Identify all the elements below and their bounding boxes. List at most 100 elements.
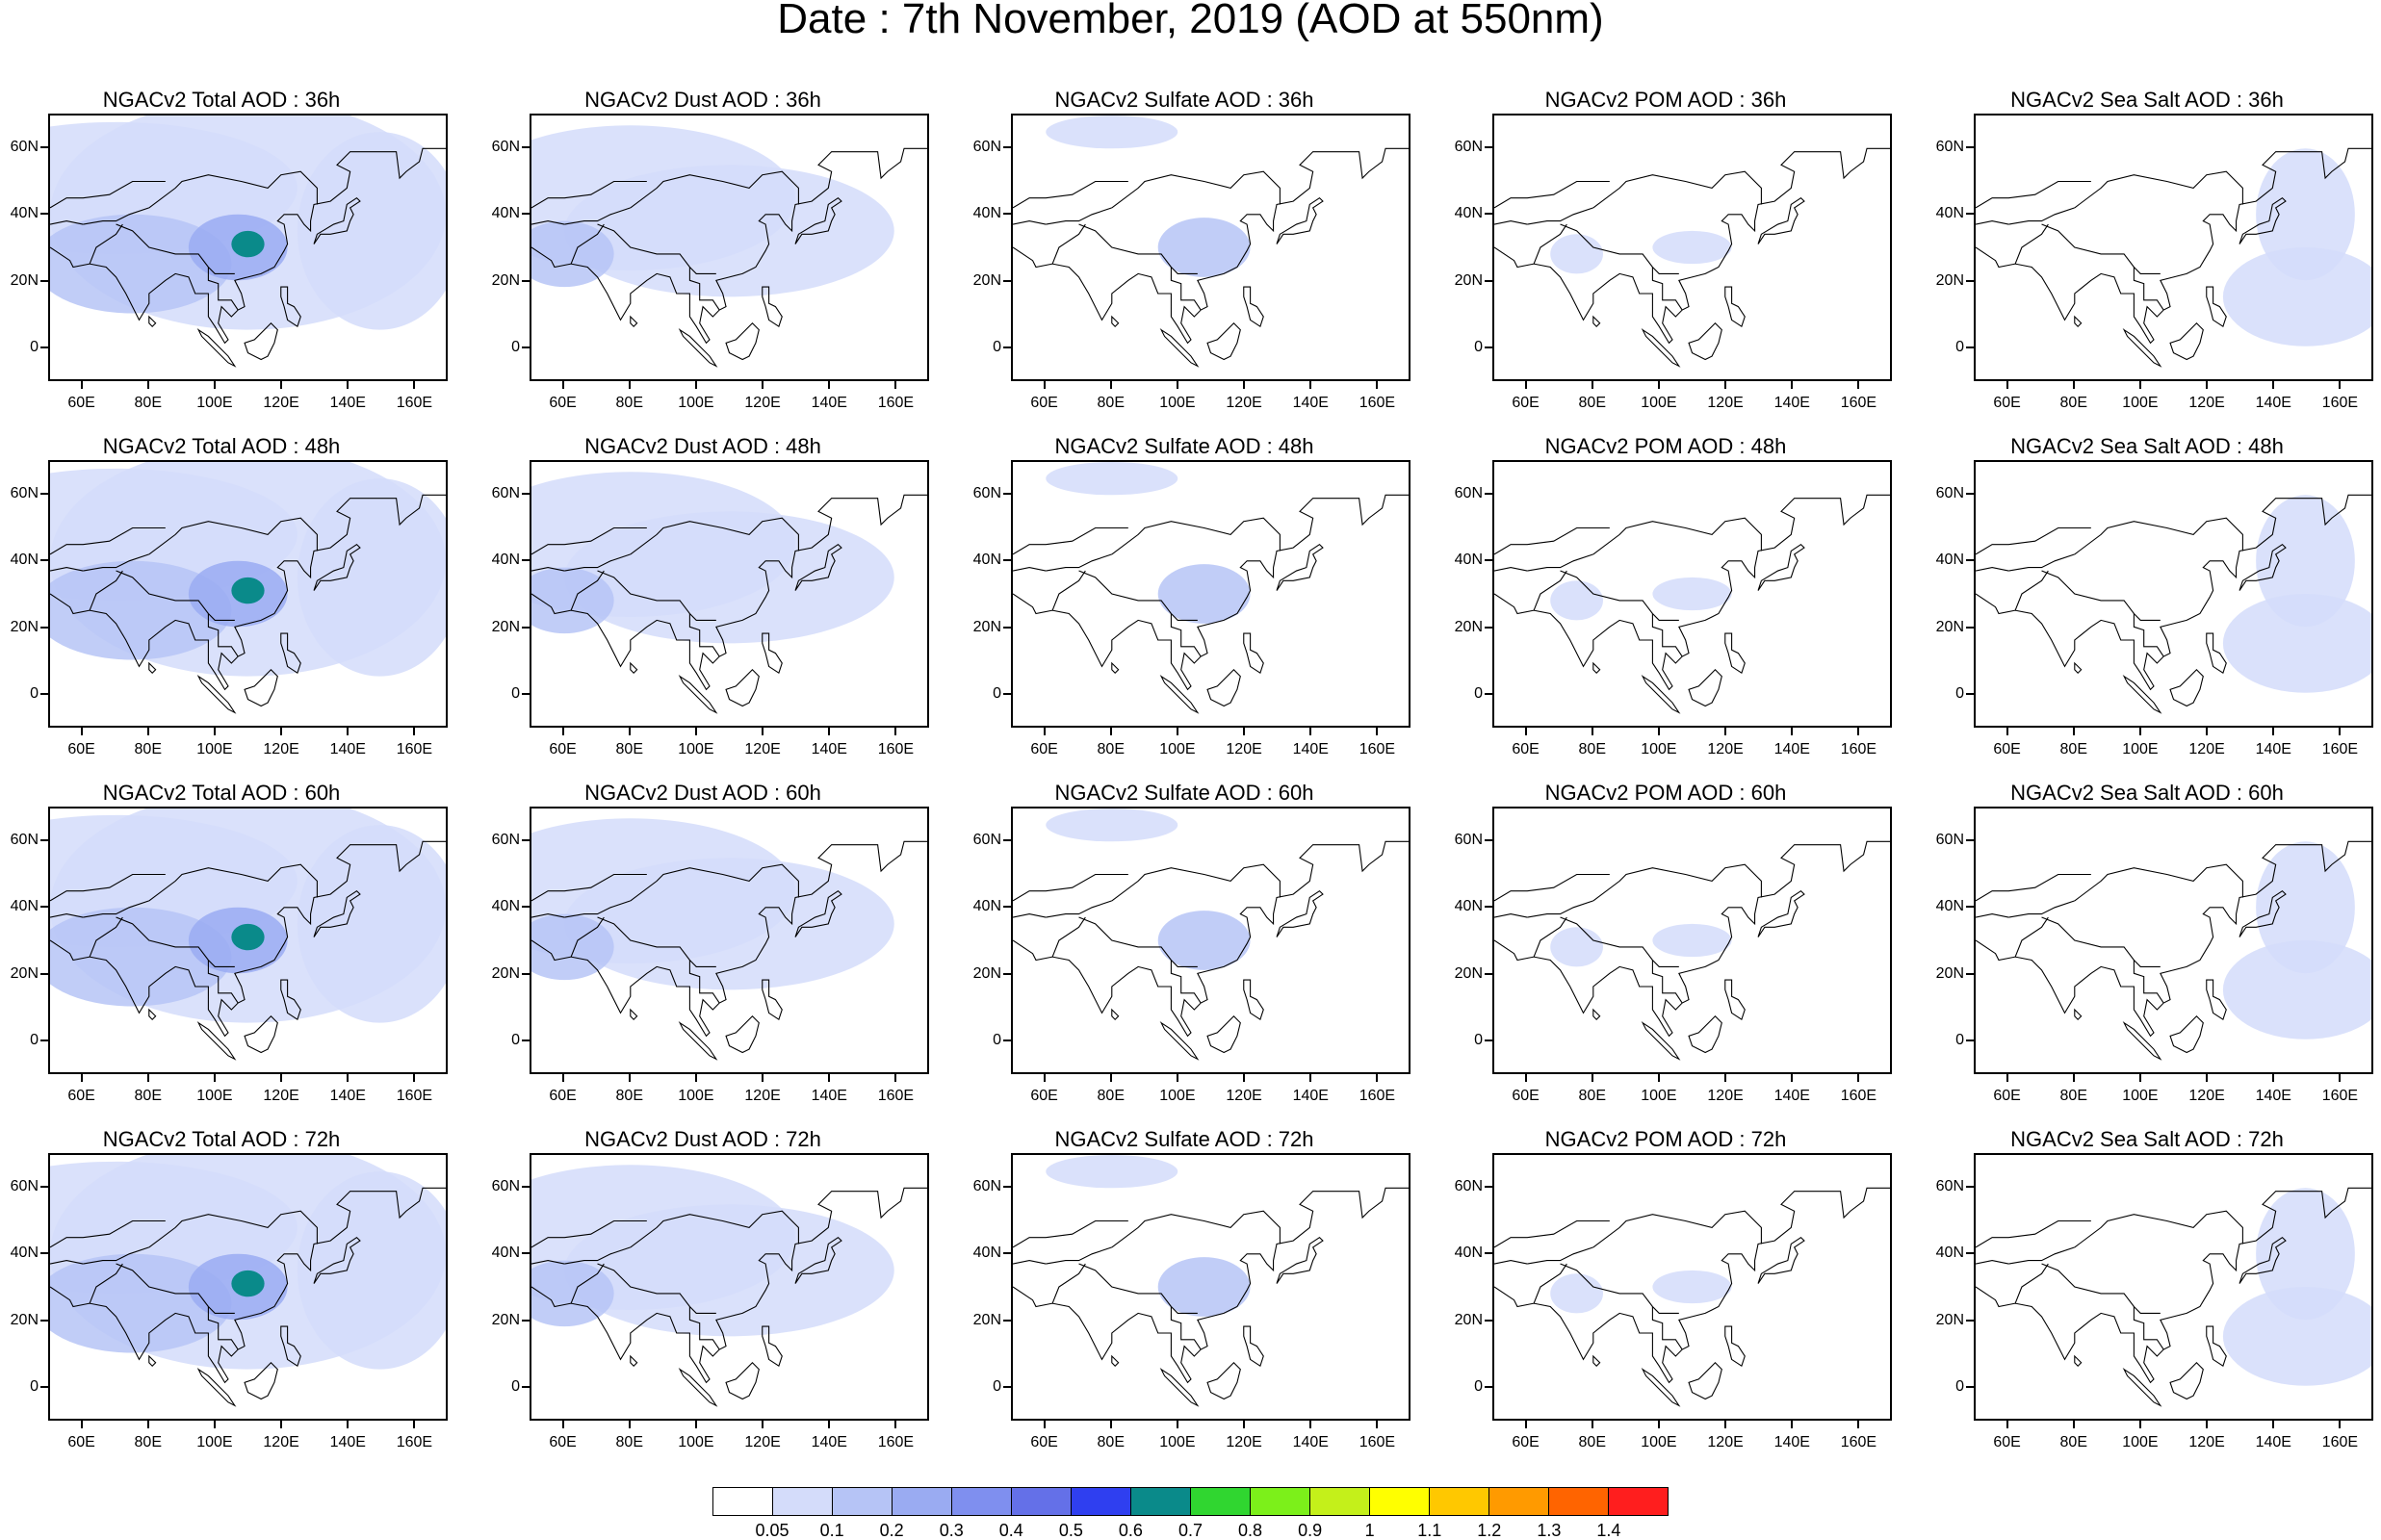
island-outline — [1724, 286, 1746, 328]
country-border — [531, 220, 565, 225]
coastline — [531, 147, 927, 345]
x-tick-mark — [1176, 1074, 1178, 1082]
panel-title: NGACv2 Total AOD : 36h — [102, 88, 341, 112]
aod-shading-region — [2222, 247, 2371, 346]
x-tick-mark — [1309, 1421, 1312, 1428]
coastline — [1494, 840, 1890, 1038]
aod-shading-region — [1046, 462, 1178, 496]
map-plot-area — [1492, 1153, 1892, 1421]
island-outline — [196, 1368, 237, 1407]
country-border — [50, 180, 166, 209]
y-tick-mark — [1966, 838, 1974, 841]
x-tick-mark — [2006, 1074, 2008, 1082]
y-tick-label: 40N — [1935, 1245, 1964, 1262]
x-tick-mark — [1657, 728, 1660, 735]
aod-shading-region — [1652, 923, 1732, 958]
x-tick-label: 120E — [263, 395, 299, 411]
y-tick-mark — [1485, 906, 1492, 909]
x-tick-label: 140E — [2255, 741, 2291, 757]
y-tick-label: 20N — [10, 964, 39, 982]
country-border — [148, 1210, 318, 1248]
y-tick-label: 60N — [491, 138, 520, 155]
x-tick-label: 60E — [1030, 1088, 1058, 1104]
y-tick-mark — [1003, 693, 1011, 696]
x-tick-label: 60E — [549, 1088, 577, 1104]
map-panel-pom-72h: NGACv2 POM AOD : 72h 60N 40N 20N 0 60E 80E 100E… — [1444, 1126, 1926, 1473]
colorbar-label: 0.3 — [939, 1521, 964, 1540]
x-tick-mark — [1309, 728, 1312, 735]
country-border — [89, 916, 123, 958]
country-border — [50, 526, 166, 555]
x-tick-mark — [1243, 1074, 1246, 1082]
map-plot-area — [530, 1153, 929, 1421]
y-tick-mark — [40, 838, 48, 841]
country-border — [1013, 1219, 1128, 1248]
x-tick-mark — [1591, 381, 1593, 389]
y-tick-label: 0 — [30, 1378, 39, 1396]
aod-map-svg — [1013, 808, 1409, 1061]
island-outline — [2206, 286, 2227, 328]
y-tick-mark — [1966, 279, 1974, 282]
island-outline — [196, 675, 237, 714]
x-tick-label: 160E — [2321, 1434, 2359, 1450]
island-outline — [725, 321, 760, 361]
aod-map-svg — [1494, 840, 1890, 1061]
country-border — [1051, 1263, 1086, 1304]
country-border — [2041, 1263, 2161, 1314]
country-border — [2008, 900, 2075, 918]
y-tick-label: 20N — [491, 1311, 520, 1328]
country-border — [630, 1210, 799, 1248]
country-border — [2133, 960, 2164, 1004]
y-tick-mark — [1003, 559, 1011, 562]
y-tick-mark — [40, 906, 48, 909]
island-outline — [1688, 321, 1722, 361]
y-tick-mark — [1003, 838, 1011, 841]
y-tick-label: 40N — [972, 898, 1001, 915]
x-tick-mark — [628, 381, 631, 389]
y-tick-mark — [1485, 838, 1492, 841]
x-tick-mark — [1591, 728, 1593, 735]
country-border — [2014, 916, 2049, 958]
country-border — [1046, 1246, 1112, 1265]
y-tick-label: 40N — [491, 1245, 520, 1262]
x-tick-label: 60E — [1512, 741, 1540, 757]
y-tick-label: 60N — [1935, 1177, 1964, 1194]
map-panel-sulfate-72h: NGACv2 Sulfate AOD : 72h 60N 40N 20N 0 60E 80E… — [963, 1126, 1444, 1473]
country-border — [2074, 170, 2243, 209]
y-tick-mark — [1966, 492, 1974, 495]
country-border — [1111, 170, 1281, 209]
colorbar-label: 0.2 — [879, 1521, 904, 1540]
x-tick-mark — [828, 728, 831, 735]
country-border — [116, 916, 235, 967]
coastline — [1494, 494, 1890, 691]
x-tick-mark — [1109, 1421, 1112, 1428]
colorbar-swatch — [1489, 1488, 1549, 1515]
coastline — [50, 147, 446, 345]
aod-shading-region — [1157, 564, 1251, 624]
x-tick-label: 140E — [1292, 1088, 1329, 1104]
x-tick-mark — [2138, 1074, 2141, 1082]
coastline — [1976, 147, 2371, 345]
y-tick-mark — [1966, 1319, 1974, 1322]
x-tick-label: 140E — [811, 1434, 847, 1450]
country-border — [1976, 873, 2091, 902]
map-plot-area — [1011, 1153, 1410, 1421]
island-outline — [2206, 979, 2227, 1021]
country-border — [688, 1306, 720, 1350]
country-border — [2014, 1263, 2049, 1304]
y-tick-mark — [1485, 1040, 1492, 1042]
y-tick-label: 40N — [491, 552, 520, 569]
y-tick-mark — [1003, 906, 1011, 909]
country-border — [688, 960, 720, 1004]
island-outline — [244, 668, 278, 707]
y-tick-mark — [1485, 693, 1492, 696]
country-border — [1494, 1219, 1610, 1248]
x-tick-mark — [2072, 1421, 2075, 1428]
country-border — [531, 567, 565, 572]
x-tick-mark — [2206, 1421, 2209, 1428]
country-border — [1078, 1263, 1198, 1314]
map-plot-area — [48, 460, 448, 728]
island-outline — [762, 286, 783, 328]
x-tick-mark — [2206, 381, 2209, 389]
x-tick-label: 100E — [196, 1434, 233, 1450]
